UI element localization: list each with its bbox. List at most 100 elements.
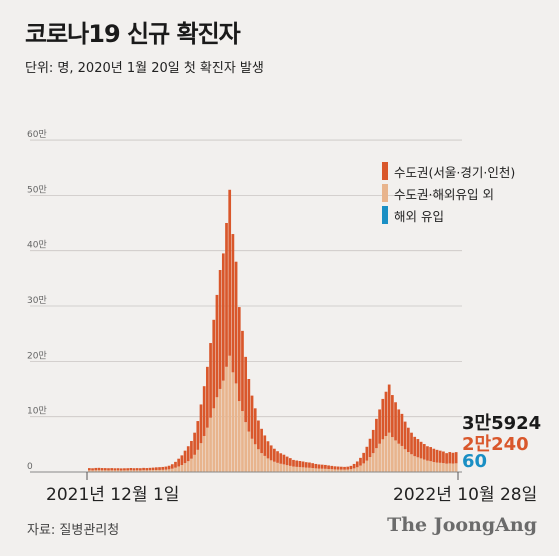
bar-non-capital <box>422 459 426 472</box>
bar-capital <box>132 468 136 471</box>
bar-capital <box>451 452 455 464</box>
bar-non-capital <box>132 470 136 472</box>
bar-capital <box>257 420 260 450</box>
bar-capital <box>355 461 359 468</box>
bar-non-capital <box>158 469 161 472</box>
bar-non-capital <box>225 366 228 472</box>
bar-non-capital <box>292 466 295 472</box>
bar-non-capital <box>339 469 343 472</box>
bar-non-capital <box>221 380 225 472</box>
bar-capital <box>416 439 420 458</box>
bar-non-capital <box>247 431 251 472</box>
bar-capital <box>174 461 177 468</box>
brand-logo: The JoongAng <box>387 514 537 536</box>
legend-item-overseas: 해외 유입 <box>382 204 515 226</box>
bar-capital <box>429 447 433 462</box>
bar-capital <box>170 464 174 469</box>
bar-capital <box>129 468 133 471</box>
bar-capital <box>110 468 114 471</box>
bar-capital <box>97 467 101 471</box>
bar-non-capital <box>419 458 423 472</box>
bar-capital <box>228 189 232 356</box>
bar-capital <box>359 457 362 466</box>
legend-item-non-capital: 수도권·해외유입 외 <box>382 182 515 204</box>
bar-capital <box>177 458 181 467</box>
bar-non-capital <box>426 460 429 472</box>
y-tick-label: 20만 <box>27 350 47 361</box>
bar-non-capital <box>107 470 110 472</box>
bar-non-capital <box>250 438 254 472</box>
bar-capital <box>180 455 184 466</box>
bar-capital <box>266 441 270 459</box>
bar-non-capital <box>237 401 241 472</box>
legend-swatch-non-capital <box>382 184 388 202</box>
bar-capital <box>244 356 248 423</box>
bar-non-capital <box>196 449 200 472</box>
bar-capital <box>225 222 228 367</box>
bar-capital <box>94 467 98 471</box>
bar-capital <box>442 451 445 464</box>
bar-non-capital <box>448 463 452 472</box>
bar-capital <box>308 462 311 468</box>
bar-non-capital <box>154 469 158 472</box>
bar-capital <box>247 379 251 432</box>
bar-capital <box>375 418 378 449</box>
bar-non-capital <box>234 383 238 472</box>
bar-capital <box>103 468 107 471</box>
bar-non-capital <box>336 469 340 472</box>
bar-capital <box>231 234 235 373</box>
bar-non-capital <box>253 444 257 472</box>
bar-capital <box>301 461 305 468</box>
bar-capital <box>314 463 318 469</box>
bar-capital <box>330 465 334 470</box>
bar-capital <box>394 402 397 441</box>
bar-non-capital <box>317 468 321 472</box>
bar-non-capital <box>454 463 458 472</box>
bar-capital <box>419 441 423 459</box>
bar-non-capital <box>100 470 104 472</box>
bar-capital <box>209 343 212 418</box>
bar-capital <box>234 261 238 384</box>
bar-capital <box>119 468 123 471</box>
legend-label-non-capital: 수도권·해외유입 외 <box>394 186 494 202</box>
bar-non-capital <box>301 467 305 472</box>
bar-capital <box>215 294 219 398</box>
bar-non-capital <box>129 470 133 472</box>
bar-non-capital <box>330 469 334 472</box>
bar-non-capital <box>365 460 369 472</box>
bar-capital <box>116 468 120 471</box>
bar-capital <box>151 467 155 471</box>
bar-non-capital <box>190 458 193 472</box>
bar-non-capital <box>311 468 314 472</box>
bar-non-capital <box>320 468 324 472</box>
bar-capital <box>164 466 168 470</box>
bar-capital <box>422 444 426 460</box>
bar-non-capital <box>103 470 107 472</box>
bar-capital <box>253 408 257 445</box>
bar-capital <box>107 468 110 471</box>
bar-capital <box>282 454 286 465</box>
bar-capital <box>145 468 149 471</box>
bar-capital <box>218 270 222 389</box>
bar-non-capital <box>88 470 91 472</box>
bar-capital <box>167 465 171 470</box>
bar-non-capital <box>218 388 222 472</box>
bar-capital <box>426 446 429 461</box>
bar-capital <box>183 450 187 464</box>
bar-non-capital <box>308 467 311 472</box>
bar-capital <box>279 453 283 464</box>
chart-title: 코로나19 신규 확진자 <box>25 20 241 48</box>
bar-non-capital <box>174 467 177 472</box>
bar-non-capital <box>451 463 455 472</box>
bar-non-capital <box>375 448 378 472</box>
bar-capital <box>387 384 391 433</box>
bar-non-capital <box>333 469 337 472</box>
bar-non-capital <box>400 445 404 472</box>
bar-non-capital <box>180 465 184 472</box>
bar-capital <box>362 452 366 464</box>
bar-non-capital <box>429 461 433 472</box>
legend-item-capital: 수도권(서울·경기·인천) <box>382 160 515 182</box>
bar-capital <box>273 448 276 462</box>
bar-non-capital <box>298 467 302 472</box>
